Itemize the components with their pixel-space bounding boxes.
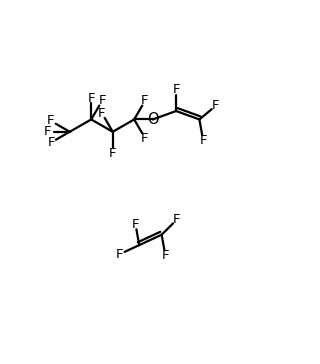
Text: F: F <box>199 134 207 147</box>
Text: F: F <box>116 248 124 261</box>
Text: F: F <box>87 91 95 104</box>
Text: O: O <box>147 112 159 127</box>
Text: F: F <box>109 147 116 160</box>
Text: F: F <box>98 94 106 107</box>
Text: F: F <box>141 94 149 107</box>
Text: F: F <box>141 131 149 145</box>
Text: F: F <box>172 83 180 96</box>
Text: F: F <box>132 218 139 230</box>
Text: F: F <box>47 136 55 149</box>
Text: F: F <box>212 99 220 112</box>
Text: F: F <box>162 249 169 262</box>
Text: F: F <box>173 213 181 226</box>
Text: F: F <box>47 114 54 127</box>
Text: F: F <box>44 125 51 138</box>
Text: F: F <box>98 107 106 120</box>
